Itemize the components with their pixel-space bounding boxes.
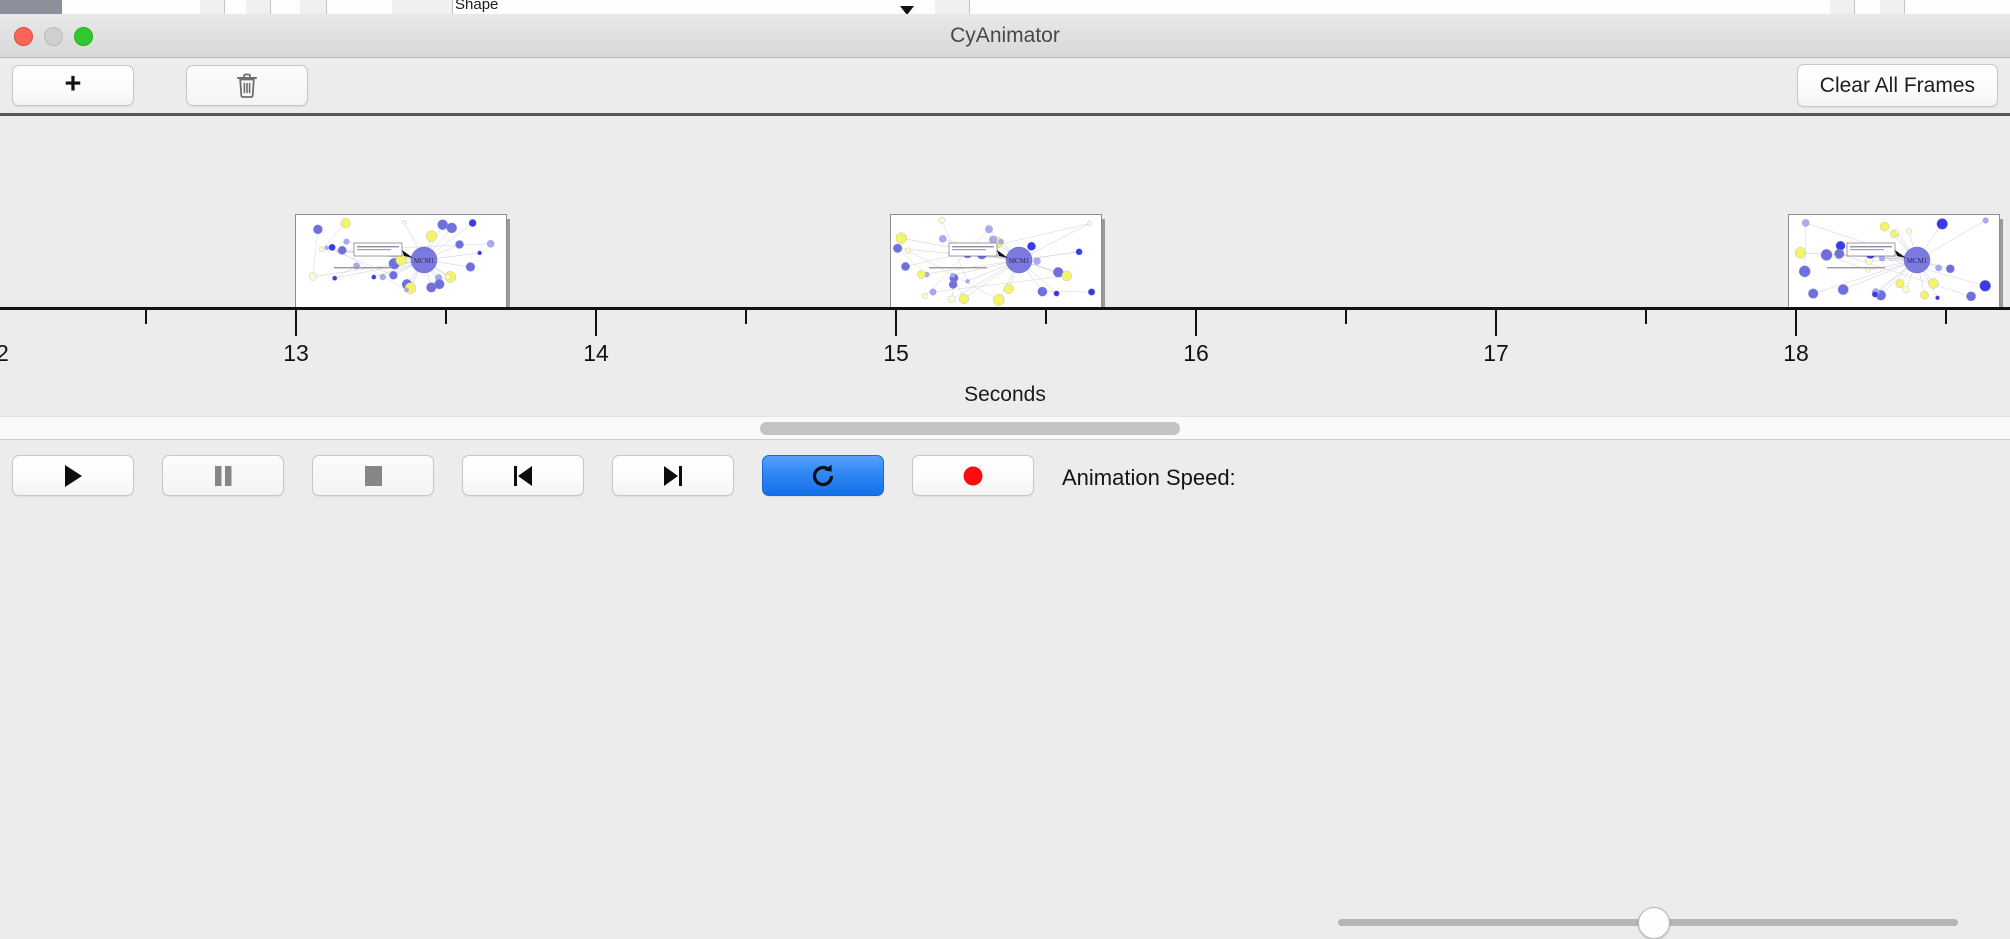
- record-button[interactable]: [912, 455, 1034, 496]
- background-window-tab: [1880, 0, 1905, 14]
- timeline-frame[interactable]: MCM1: [890, 214, 1102, 308]
- axis-tick: [595, 310, 597, 336]
- axis-tick-label: 12: [0, 340, 9, 367]
- skip-forward-icon: [660, 463, 686, 489]
- clear-all-frames-button[interactable]: Clear All Frames: [1797, 64, 1998, 107]
- animation-speed-slider-thumb[interactable]: [1638, 907, 1670, 939]
- background-window-label: Shape: [455, 0, 498, 13]
- axis-title: Seconds: [0, 383, 2010, 407]
- loop-icon: [809, 462, 837, 490]
- frames-timeline-panel: MCM1 MCM1 MCM1: [0, 116, 2010, 308]
- add-frame-button[interactable]: +: [12, 65, 134, 106]
- axis-tick: [1345, 310, 1347, 324]
- timeline-frame[interactable]: MCM1: [295, 214, 507, 308]
- background-window-tab: [246, 0, 271, 14]
- axis-tick: [445, 310, 447, 324]
- record-icon: [960, 463, 986, 489]
- skip-to-end-button[interactable]: [612, 455, 734, 496]
- skip-back-icon: [510, 463, 536, 489]
- svg-text:MCM1: MCM1: [414, 257, 435, 265]
- page-title: CyAnimator: [0, 24, 2010, 48]
- axis-tick-label: 16: [1183, 340, 1209, 367]
- axis-line: [0, 307, 2010, 310]
- trash-icon: [236, 73, 258, 99]
- pause-button: [162, 455, 284, 496]
- axis-tick: [1645, 310, 1647, 324]
- title-bar: CyAnimator: [0, 14, 2010, 58]
- background-window-tab: [392, 0, 453, 14]
- axis-tick-label: 14: [583, 340, 609, 367]
- axis-tick: [145, 310, 147, 324]
- axis-tick-label: 17: [1483, 340, 1509, 367]
- frame-toolbar: + Clear All Frames: [0, 58, 2010, 113]
- animation-speed-label: Animation Speed:: [1062, 465, 1236, 491]
- stop-icon: [361, 463, 385, 489]
- delete-frame-button[interactable]: [186, 65, 308, 106]
- loop-button[interactable]: [762, 455, 884, 496]
- axis-tick: [1945, 310, 1947, 324]
- stop-button: [312, 455, 434, 496]
- svg-text:MCM1: MCM1: [1009, 257, 1030, 265]
- plus-icon: +: [65, 70, 82, 99]
- axis-tick: [895, 310, 897, 336]
- axis-tick-label: 18: [1783, 340, 1809, 367]
- skip-to-start-button[interactable]: [462, 455, 584, 496]
- timeline-scrollbar-thumb[interactable]: [760, 422, 1180, 435]
- cyanimator-window: Shape CyAnimator + Clear All Frames: [0, 0, 2010, 510]
- axis-tick-label: 15: [883, 340, 909, 367]
- background-window-tab: [1830, 0, 1855, 14]
- play-icon: [61, 463, 85, 489]
- playback-controls-bar: Animation Speed:: [0, 441, 2010, 510]
- axis-tick: [1495, 310, 1497, 336]
- background-window-tab: [200, 0, 225, 14]
- axis-tick: [1795, 310, 1797, 336]
- timeline-frame[interactable]: MCM1: [1788, 214, 2000, 308]
- axis-tick: [295, 310, 297, 336]
- svg-text:MCM1: MCM1: [1907, 257, 1928, 265]
- timeline-scrollbar[interactable]: [0, 416, 2010, 440]
- axis-tick: [1045, 310, 1047, 324]
- axis-tick-label: 13: [283, 340, 309, 367]
- axis-tick: [1195, 310, 1197, 336]
- play-button[interactable]: [12, 455, 134, 496]
- axis-tick: [745, 310, 747, 324]
- background-window-dark-block: [0, 0, 62, 14]
- pause-icon: [211, 463, 235, 489]
- background-window-strip: Shape: [0, 0, 2010, 15]
- background-window-tab: [935, 0, 970, 14]
- background-window-tab: [300, 0, 327, 14]
